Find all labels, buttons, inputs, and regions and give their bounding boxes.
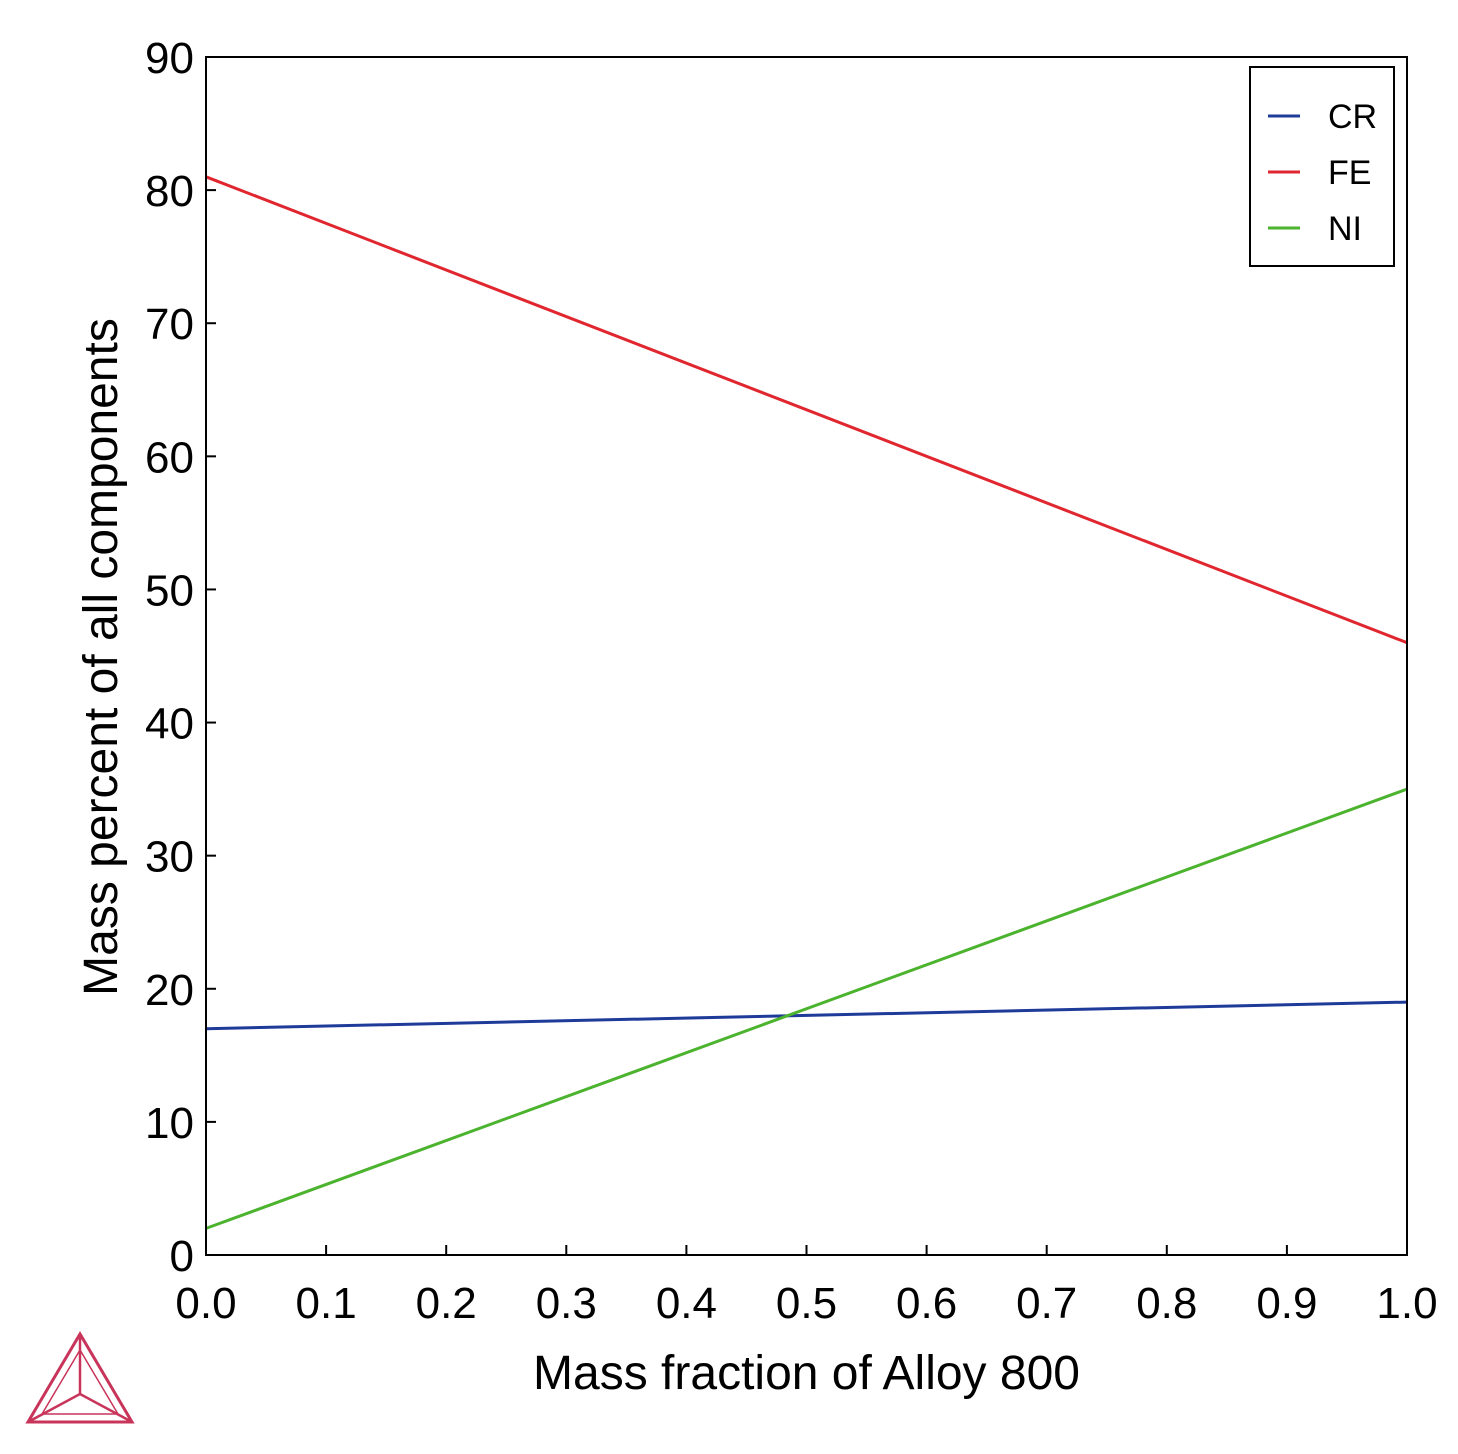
series-line-ni [205, 787, 1408, 1230]
legend: CR FE NI [1249, 66, 1395, 267]
legend-label-ni: NI [1328, 210, 1362, 248]
series-line-fe [205, 175, 1408, 645]
x-tick-label: 1.0 [1376, 1279, 1437, 1328]
series-layer [205, 175, 1408, 1230]
y-tick-label: 0 [170, 1232, 194, 1281]
x-tick-label: 0.9 [1256, 1279, 1317, 1328]
y-tick-label: 60 [145, 433, 194, 482]
y-tick-label: 90 [145, 34, 194, 83]
x-axis: 0.0 0.1 0.2 0.3 0.4 0.5 0.6 0.7 0.8 0.9 1.0 [175, 1245, 1438, 1328]
x-tick-label: 0.0 [175, 1279, 236, 1328]
y-tick-label: 30 [145, 833, 194, 882]
x-tick-label: 0.5 [776, 1279, 837, 1328]
x-tick-label: 0.3 [536, 1279, 597, 1328]
y-axis-title: Mass percent of all components [75, 318, 128, 996]
x-tick-label: 0.7 [1016, 1279, 1077, 1328]
legend-label-cr: CR [1328, 98, 1377, 136]
thermo-calc-logo-icon [25, 1331, 135, 1424]
legend-box [1249, 66, 1395, 267]
x-axis-title: Mass fraction of Alloy 800 [533, 1347, 1080, 1400]
y-tick-label: 80 [145, 167, 194, 216]
x-tick-label: 0.8 [1136, 1279, 1197, 1328]
y-tick-label: 70 [145, 300, 194, 349]
series-line-cr [205, 1000, 1408, 1031]
y-tick-label: 10 [145, 1099, 194, 1148]
y-tick-label: 40 [145, 700, 194, 749]
y-tick-label: 50 [145, 566, 194, 615]
x-tick-label: 0.6 [896, 1279, 957, 1328]
y-axis: 0 10 20 30 40 50 60 70 80 90 [145, 34, 216, 1281]
x-tick-label: 0.4 [656, 1279, 717, 1328]
legend-label-fe: FE [1328, 154, 1371, 192]
plot-frame [205, 56, 1408, 1256]
y-tick-label: 20 [145, 966, 194, 1015]
x-tick-label: 0.2 [416, 1279, 477, 1328]
x-tick-label: 0.1 [296, 1279, 357, 1328]
